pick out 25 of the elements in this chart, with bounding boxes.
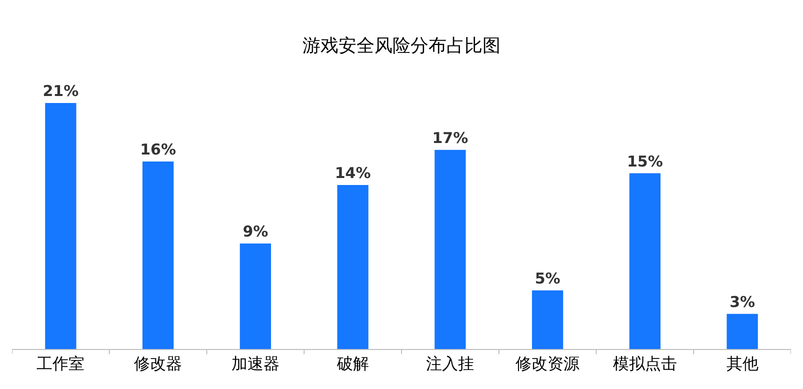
data-label: 9% xyxy=(242,222,268,241)
x-tick-label: 加速器 xyxy=(231,354,280,374)
x-tick-label: 破解 xyxy=(336,354,369,374)
bar xyxy=(142,162,174,349)
x-tick-label: 修改器 xyxy=(134,354,182,374)
data-label: 3% xyxy=(730,292,756,311)
x-tick-label: 注入挂 xyxy=(426,354,474,374)
bar xyxy=(45,102,76,349)
bar xyxy=(532,290,564,349)
x-tick-label: 模拟点击 xyxy=(612,354,677,374)
bar xyxy=(629,173,661,349)
bar xyxy=(726,314,758,349)
data-label: 14% xyxy=(334,164,371,182)
x-tick-label: 工作室 xyxy=(36,354,85,374)
chart-title: 游戏安全风险分布占比图 xyxy=(302,36,500,56)
data-label: 5% xyxy=(534,269,560,288)
x-tick-label: 其他 xyxy=(726,354,758,374)
bar xyxy=(337,184,368,349)
data-label: 21% xyxy=(42,82,79,100)
data-label: 16% xyxy=(140,140,176,159)
data-label: 17% xyxy=(432,128,468,147)
bar xyxy=(240,244,272,349)
data-label: 15% xyxy=(626,152,663,170)
bar xyxy=(434,150,466,349)
x-tick-label: 修改资源 xyxy=(516,354,580,374)
